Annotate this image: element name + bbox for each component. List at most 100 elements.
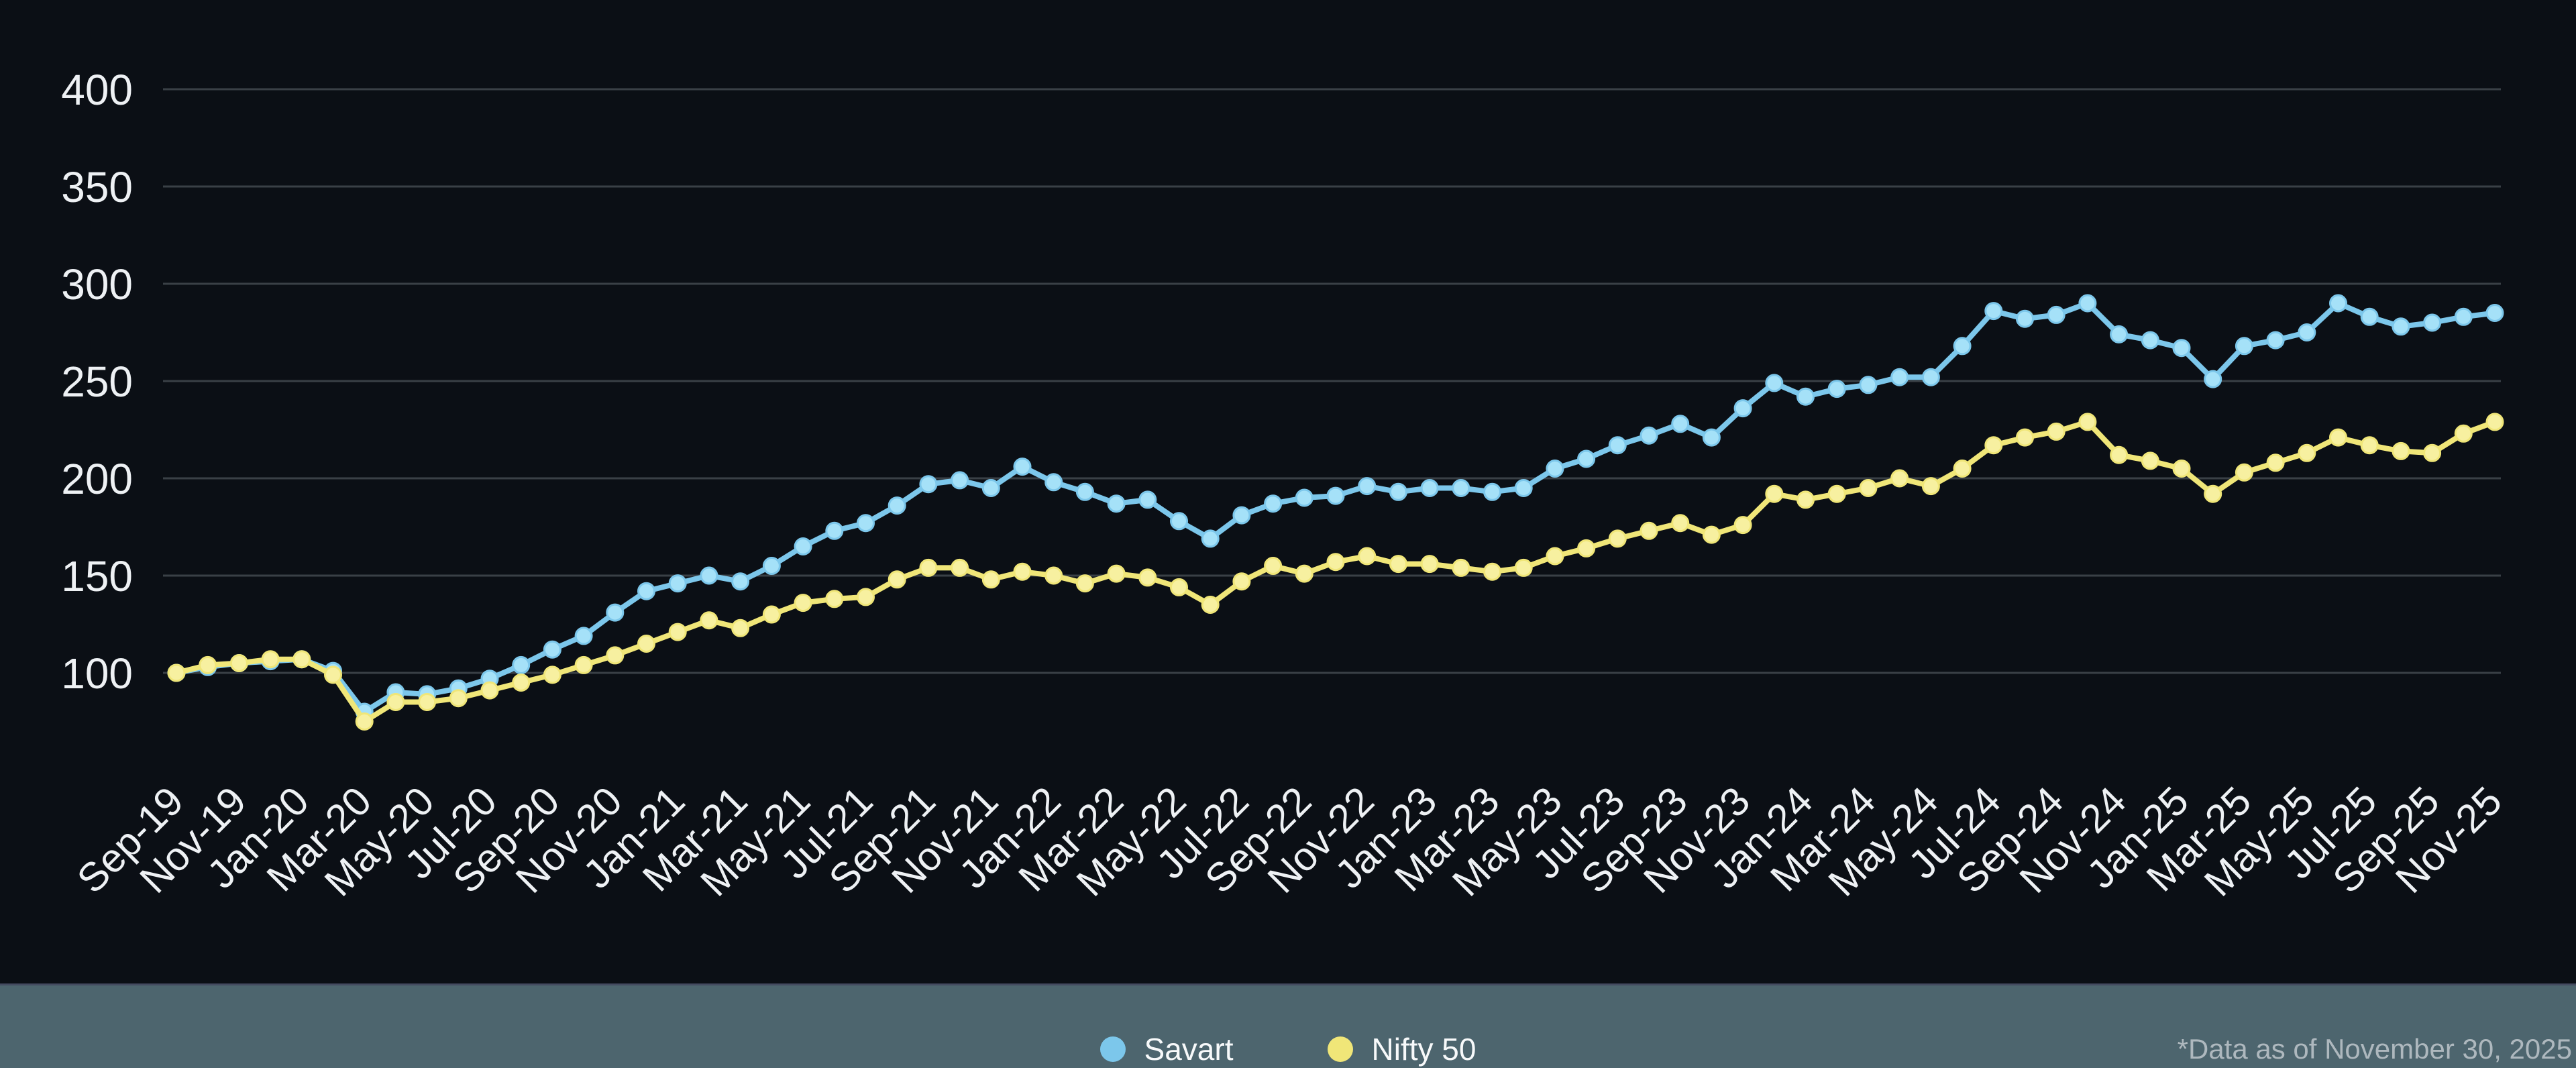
nifty-50-point [2141,451,2159,470]
savart-point [1107,494,1126,513]
savart-point [1170,512,1188,531]
nifty-50-point [2485,413,2504,431]
nifty-50-point [2329,428,2347,447]
savart-point [1953,337,1972,356]
nifty-50-point [1953,460,1972,478]
nifty-50-point [1827,484,1846,503]
savart-point [1138,490,1157,509]
savart-legend-label: Savart [1144,1032,1234,1067]
nifty-50-point [2047,422,2065,441]
nifty-50-point [1044,566,1063,585]
nifty-50-point [1075,574,1094,593]
nifty-50-point [261,650,280,669]
nifty-50-point [668,623,687,641]
savart-point [1358,477,1377,496]
savart-point [762,557,781,575]
savart-point [2454,307,2473,326]
nifty-50-point [324,665,342,684]
y-axis-tick-label: 400 [61,66,133,114]
savart-point [1326,486,1345,505]
nifty-50-legend-dot-icon [1327,1036,1353,1062]
savart-point [2204,370,2222,388]
nifty-50-point [1702,525,1721,544]
savart-point [888,496,906,515]
savart-point [1765,374,1784,392]
savart-point [857,514,875,533]
savart-point [1264,494,1283,513]
savart-point [2078,294,2097,313]
nifty-50-point [1514,558,1533,577]
nifty-50-point [1201,596,1220,614]
legend-item-savart: Savart [1099,1032,1234,1067]
nifty-50-point [2392,441,2410,460]
savart-point [951,471,969,490]
nifty-50-point [1577,539,1596,557]
savart-point [1733,399,1752,418]
savart-point [1796,387,1815,406]
savart-point [2266,331,2285,350]
nifty-50-point [1264,557,1283,575]
savart-line [174,301,2498,714]
nifty-50-point [2298,443,2316,462]
savart-point [700,566,718,585]
nifty-50-point [2266,453,2285,472]
savart-point [1483,482,1501,501]
nifty-50-point [919,558,938,577]
nifty-50-point [2204,484,2222,503]
savart-point [794,537,812,555]
nifty-50-point [229,654,248,672]
savart-point [1671,415,1690,433]
nifty-50-point [2110,445,2129,464]
nifty-50-point [543,665,561,684]
nifty-50-point [292,650,311,669]
nifty-50-point [199,655,217,674]
nifty-50-point [2016,428,2034,447]
savart-point [2360,307,2379,326]
nifty-50-point [1107,564,1126,583]
nifty-50-point [700,611,718,630]
nifty-50-point [1170,578,1188,596]
savart-point [1514,479,1533,497]
nifty-50-point [794,594,812,612]
nifty-50-point [2423,443,2442,462]
savart-point [1859,376,1878,394]
nifty-50-point [1389,555,1407,574]
savart-point [512,655,531,674]
nifty-50-point [1796,490,1815,509]
nifty-50-point [449,689,468,708]
savart-point [1640,426,1658,445]
nifty-50-point [2172,460,2191,478]
y-axis-tick-label: 200 [61,455,133,503]
savart-point [825,521,844,540]
nifty-50-point [1013,562,1032,581]
savart-point [1890,368,1909,386]
nifty-50-point [2454,424,2473,443]
savart-point [1577,449,1596,468]
savart-point [2016,309,2034,328]
nifty-50-point [418,693,437,711]
savart-point [1921,368,1940,386]
savart-point [981,479,1000,497]
savart-point [2141,331,2159,350]
nifty-50-point [888,570,906,589]
nifty-50-point [355,712,374,731]
savart-point [574,627,593,645]
savart-point [2047,305,2065,324]
savart-point [637,582,655,600]
nifty-50-point [731,619,750,637]
legend-item-nifty-50: Nifty 50 [1327,1034,1476,1065]
nifty-50-point [512,674,531,692]
savart-point [2423,313,2442,332]
savart-point [1389,482,1407,501]
nifty-50-point [951,558,969,577]
savart-point [1201,529,1220,548]
y-axis-tick-label: 150 [61,552,133,600]
savart-point [1075,482,1094,501]
savart-point [2329,294,2347,313]
savart-point [1702,428,1721,447]
nifty-50-point [1295,564,1313,583]
savart-point [2298,323,2316,341]
savart-point [668,574,687,593]
